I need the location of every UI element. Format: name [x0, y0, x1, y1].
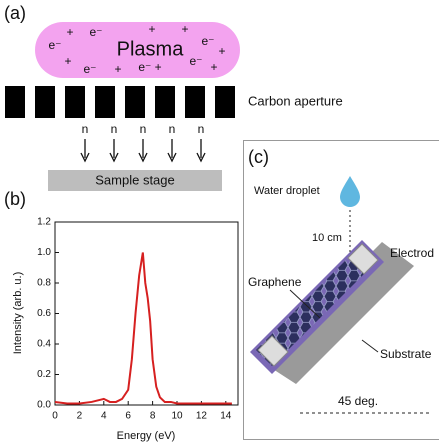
charge: +	[181, 22, 188, 36]
charge: +	[218, 44, 225, 58]
neutral-label: n	[82, 122, 89, 136]
electrode-label: Electrod	[390, 246, 434, 260]
aperture-bar	[125, 86, 145, 118]
plasma-label: Plasma	[117, 38, 185, 60]
aperture-bar	[35, 86, 55, 118]
charge: e⁻	[89, 25, 102, 39]
neutral-label: n	[140, 122, 147, 136]
x-tick-label: 4	[101, 411, 107, 422]
y-tick-label: 0.8	[37, 278, 51, 289]
droplet	[340, 176, 360, 207]
charge: +	[64, 54, 71, 68]
charge: e⁻	[83, 62, 96, 76]
figure: (a) Plasma Carbon aperture Sample stage …	[0, 0, 439, 447]
x-tick-label: 6	[125, 411, 131, 422]
aperture-bar	[95, 86, 115, 118]
y-tick-label: 0.0	[37, 400, 51, 411]
distance-label: 10 cm	[312, 232, 342, 244]
page: {"panel_a": {"label": "(a)", "plasma": "…	[0, 0, 439, 447]
aperture-bar	[215, 86, 235, 118]
data-line	[55, 253, 232, 404]
aperture-bar	[5, 86, 25, 118]
aperture-bar	[155, 86, 175, 118]
charge: +	[148, 22, 155, 36]
leader	[362, 340, 378, 352]
panel-label: (c)	[248, 147, 269, 167]
plot-frame	[55, 222, 238, 405]
y-tick-label: 1.2	[37, 217, 51, 228]
charge: e⁻	[189, 54, 202, 68]
substrate-label: Substrate	[380, 347, 432, 361]
charge: e⁻	[201, 34, 214, 48]
neutral-label: n	[198, 122, 205, 136]
charge: e⁻ +	[138, 60, 161, 74]
charge: e⁻	[48, 38, 61, 52]
y-axis-label: Intensity (arb. u.)	[12, 272, 24, 355]
x-tick-label: 12	[196, 411, 208, 422]
stage-label: Sample stage	[95, 172, 175, 187]
substrate	[262, 242, 414, 384]
charge: +	[66, 25, 73, 39]
y-tick-label: 0.4	[37, 339, 51, 350]
aperture-bar	[65, 86, 85, 118]
charge: +	[114, 62, 121, 76]
charge: +	[210, 60, 217, 74]
panel-label: (b)	[4, 189, 26, 209]
neutral-label: n	[111, 122, 118, 136]
y-tick-label: 1.0	[37, 247, 51, 258]
aperture-bars	[5, 86, 235, 118]
x-axis-label: Energy (eV)	[117, 430, 176, 442]
x-tick-label: 2	[77, 411, 83, 422]
x-tick-label: 0	[52, 411, 58, 422]
y-tick-label: 0.6	[37, 308, 51, 319]
x-tick-label: 10	[171, 411, 183, 422]
graphene-label: Graphene	[248, 275, 302, 289]
aperture-bar	[185, 86, 205, 118]
x-tick-label: 14	[220, 411, 232, 422]
panel-label: (a)	[4, 3, 26, 23]
angle-label: 45 deg.	[338, 394, 378, 408]
droplet-label: Water droplet	[254, 185, 320, 197]
y-tick-label: 0.2	[37, 369, 51, 380]
x-tick-label: 8	[150, 411, 156, 422]
neutral-label: n	[169, 122, 176, 136]
aperture-label: Carbon aperture	[248, 93, 343, 108]
